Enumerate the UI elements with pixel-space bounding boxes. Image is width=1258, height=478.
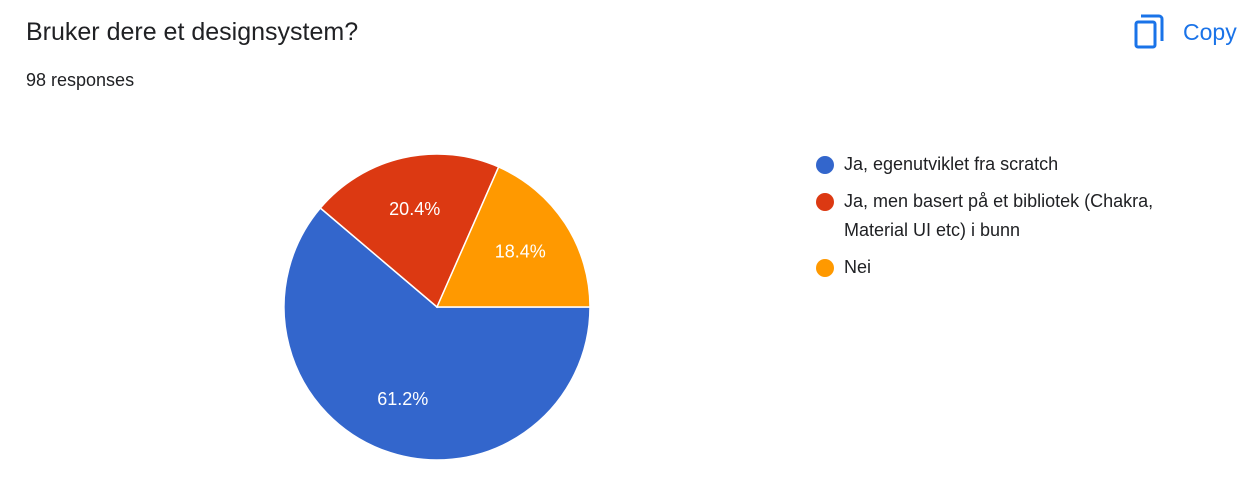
title: Bruker dere et designsystem? bbox=[26, 18, 359, 46]
slice-label: 20.4% bbox=[389, 199, 440, 219]
pie-slice bbox=[435, 165, 591, 308]
legend-item: Ja, men basert på et bibliotek (Chakra, … bbox=[816, 187, 1196, 245]
legend-marker bbox=[816, 156, 834, 174]
pie-slice bbox=[283, 206, 591, 461]
copy-label: Copy bbox=[1183, 18, 1237, 45]
pie-chart: 61.2% 20.4% 18.4% bbox=[283, 153, 591, 461]
legend-label: Ja, men basert på et bibliotek (Chakra, … bbox=[844, 191, 1154, 240]
pie-slice bbox=[319, 153, 500, 309]
legend-marker bbox=[816, 193, 834, 211]
slice-label: 18.4% bbox=[495, 241, 546, 261]
response-count: 98 responses bbox=[26, 70, 135, 90]
legend-marker bbox=[816, 259, 834, 277]
copy-button[interactable]: Copy bbox=[1133, 14, 1237, 50]
legend-label: Nei bbox=[844, 257, 872, 277]
legend-label: Ja, egenutviklet fra scratch bbox=[844, 154, 1059, 174]
legend-item: Nei bbox=[816, 253, 1196, 282]
legend: Ja, egenutviklet fra scratch Ja, men base… bbox=[816, 150, 1196, 290]
legend-item: Ja, egenutviklet fra scratch bbox=[816, 150, 1196, 179]
slice-label: 61.2% bbox=[377, 389, 428, 409]
copy-icon bbox=[1134, 14, 1164, 49]
